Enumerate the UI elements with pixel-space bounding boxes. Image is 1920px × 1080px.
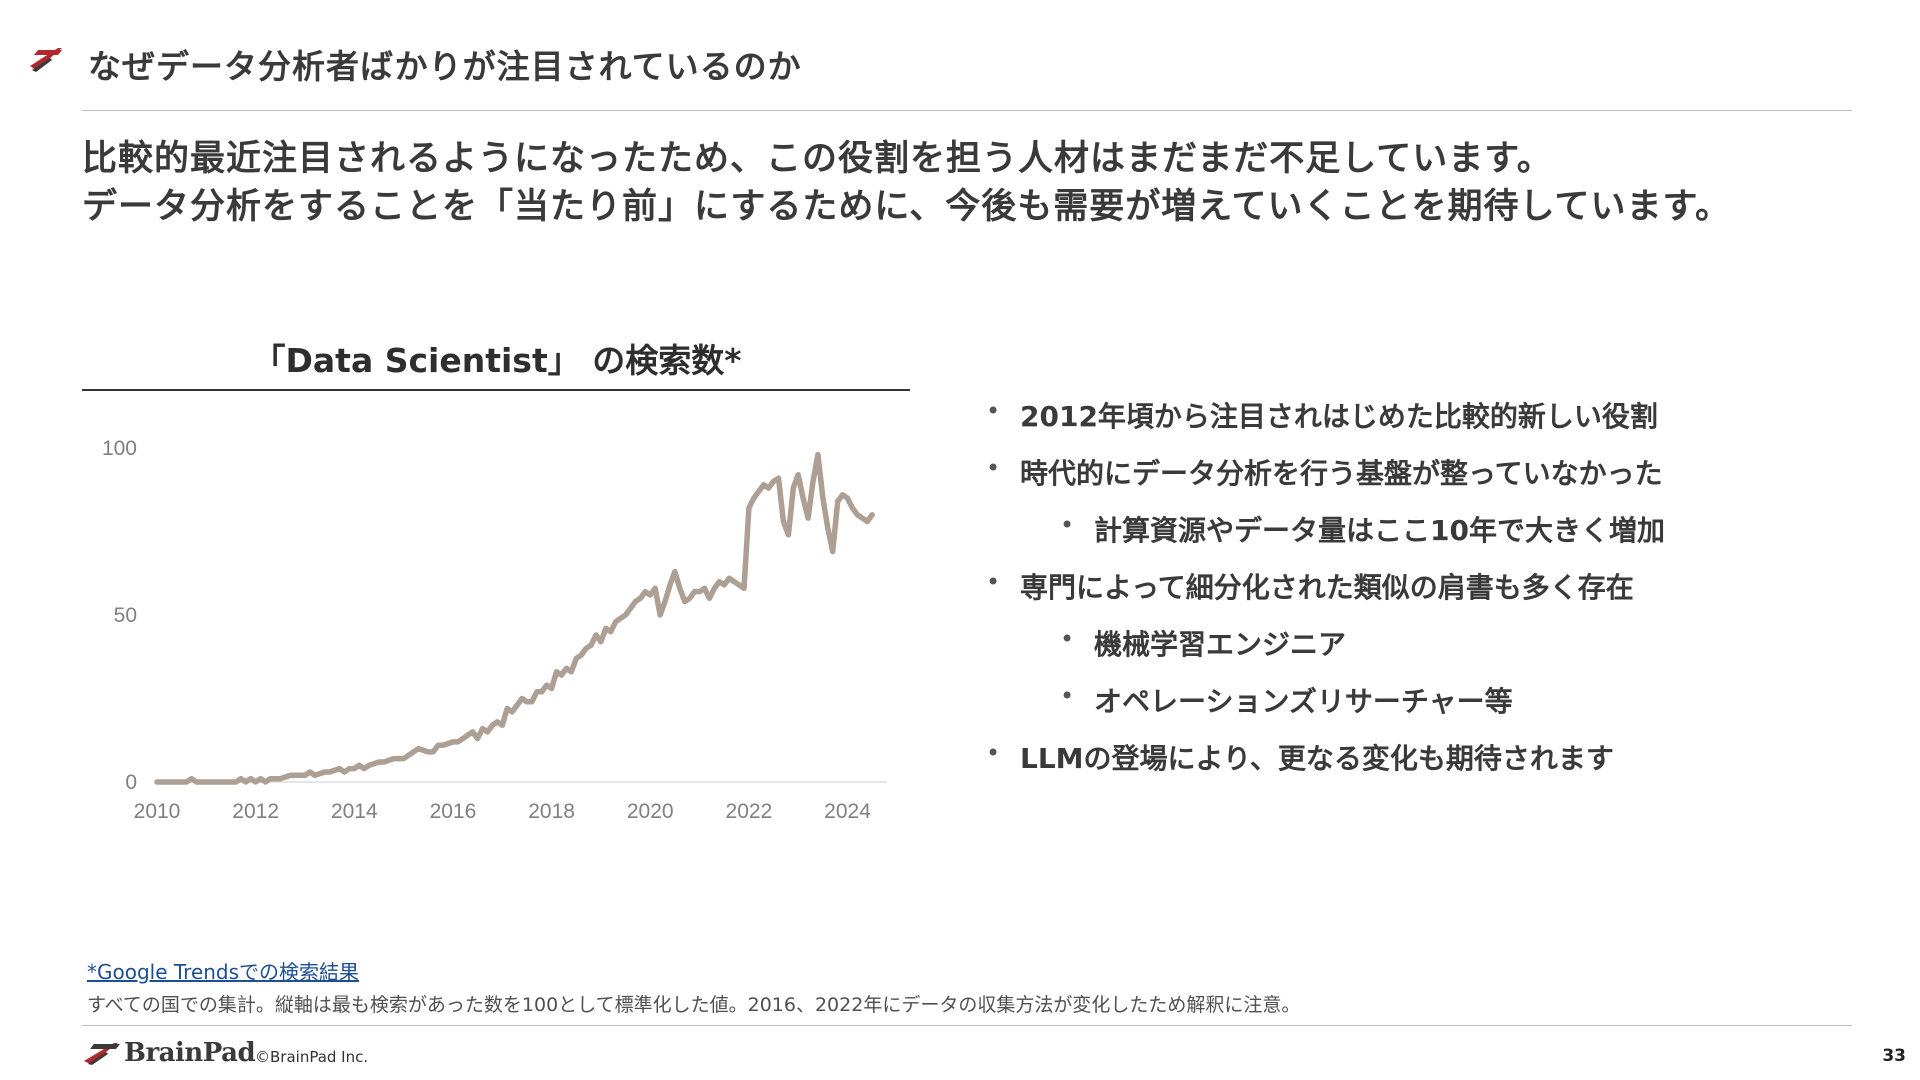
bullet-marker: •: [1060, 625, 1075, 653]
bullet-item: • 機械学習エンジニア: [1060, 623, 1347, 663]
bullet-item: • 計算資源やデータ量はここ10年で大きく増加: [1060, 509, 1665, 549]
bullet-marker: •: [986, 454, 1001, 482]
series-line: [154, 451, 875, 785]
chart-title-underline: [82, 389, 910, 391]
bullet-text: 機械学習エンジニア: [1094, 628, 1347, 661]
x-tick-label: 2020: [627, 800, 674, 823]
x-tick-label: 2018: [528, 800, 575, 823]
google-trends-source-link[interactable]: *Google Trendsでの検索結果: [87, 960, 360, 984]
bullet-text: オペレーションズリサーチャー等: [1094, 685, 1513, 718]
y-tick-label: 50: [114, 604, 137, 627]
copyright-text: ©BrainPad Inc.: [255, 1048, 369, 1066]
bullet-item: • オペレーションズリサーチャー等: [1060, 680, 1513, 720]
lead-line-1: 比較的最近注目されるようになったため、この役割を担う人材はまだまだ不足しています…: [82, 139, 1553, 179]
x-tick-label: 2012: [232, 800, 279, 823]
bullet-text: 専門によって細分化された類似の肩書も多く存在: [1020, 571, 1634, 604]
bullet-item: • 専門によって細分化された類似の肩書も多く存在: [986, 566, 1634, 606]
x-tick-label: 2014: [331, 800, 378, 823]
y-tick-label: 100: [102, 437, 137, 460]
x-tick-label: 2016: [430, 800, 477, 823]
y-tick-label: 0: [125, 771, 137, 794]
bullet-item: • LLMの登場により、更なる変化も期待されます: [986, 737, 1614, 777]
footer-divider: [82, 1025, 1852, 1026]
lead-line-2: データ分析をすることを「当たり前」にするために、今後も需要が増えていくことを期待…: [82, 187, 1732, 227]
bullet-marker: •: [986, 397, 1001, 425]
brand-name: BrainPad: [124, 1038, 256, 1068]
bullet-text: 2012年頃から注目されはじめた比較的新しい役割: [1020, 400, 1658, 433]
x-tick-label: 2010: [134, 800, 181, 823]
slide-title: なぜデータ分析者ばかりが注目されているのか: [88, 47, 802, 86]
bullet-item: • 時代的にデータ分析を行う基盤が整っていなかった: [986, 452, 1663, 492]
x-tick-label: 2022: [726, 800, 773, 823]
search-trend-line-chart: 0 50 100 2010 2012 2014 2016 2018 2020 2022 2024: [102, 437, 887, 823]
chart-title: 「Data Scientist」 の検索数*: [252, 341, 742, 380]
x-tick-label: 2024: [824, 800, 871, 823]
bullet-marker: •: [986, 568, 1001, 596]
bullet-marker: •: [1060, 682, 1075, 710]
bullet-marker: •: [1060, 511, 1075, 539]
brainpad-logo-icon: [84, 1043, 120, 1065]
bullet-text: 時代的にデータ分析を行う基盤が整っていなかった: [1020, 457, 1663, 490]
page-number: 33: [1882, 1046, 1906, 1066]
title-divider: [82, 110, 1852, 111]
bullet-text: LLMの登場により、更なる変化も期待されます: [1020, 742, 1614, 775]
bullet-item: • 2012年頃から注目されはじめた比較的新しい役割: [986, 395, 1658, 435]
bullet-text: 計算資源やデータ量はここ10年で大きく増加: [1094, 514, 1665, 547]
bullet-marker: •: [986, 739, 1001, 767]
brand-logo-mark-icon: [30, 48, 62, 72]
footnote-text: すべての国での集計。縦軸は最も検索があった数を100として標準化した値。2016…: [87, 994, 1301, 1016]
